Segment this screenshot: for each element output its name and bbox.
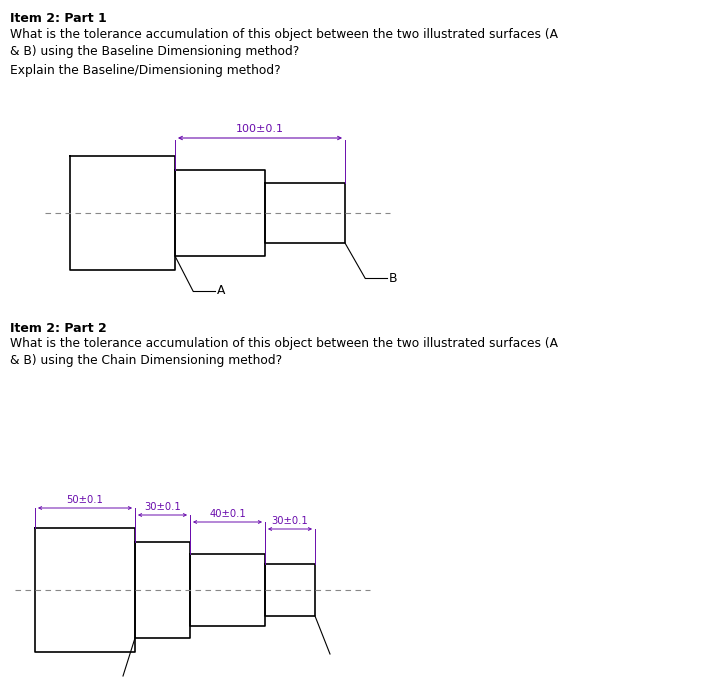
Text: Item 2: Part 2: Item 2: Part 2 <box>10 322 107 335</box>
Text: B: B <box>389 272 398 285</box>
Text: A: A <box>217 285 225 297</box>
Text: What is the tolerance accumulation of this object between the two illustrated su: What is the tolerance accumulation of th… <box>10 337 558 367</box>
Text: 30±0.1: 30±0.1 <box>144 502 181 512</box>
Text: 50±0.1: 50±0.1 <box>67 495 103 505</box>
Text: Item 2: Part 1: Item 2: Part 1 <box>10 12 107 25</box>
Text: 30±0.1: 30±0.1 <box>271 516 308 526</box>
Text: What is the tolerance accumulation of this object between the two illustrated su: What is the tolerance accumulation of th… <box>10 28 558 58</box>
Text: 40±0.1: 40±0.1 <box>209 509 246 519</box>
Text: 100±0.1: 100±0.1 <box>236 124 284 134</box>
Text: Explain the Baseline/Dimensioning method?: Explain the Baseline/Dimensioning method… <box>10 64 281 77</box>
